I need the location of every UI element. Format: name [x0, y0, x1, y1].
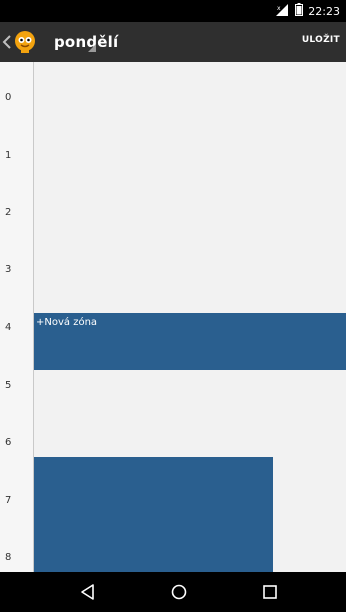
hour-gutter: 0 1 2 3 4 5 6 7 8 — [0, 62, 34, 572]
day-spinner[interactable]: pondělí — [54, 29, 118, 55]
spinner-dropdown-icon — [88, 44, 96, 52]
svg-text:x: x — [277, 5, 281, 12]
hour-label: 4 — [5, 322, 12, 333]
status-bar: x 22:23 — [0, 0, 346, 22]
save-button[interactable]: ULOŽIT — [301, 35, 340, 45]
home-icon[interactable] — [167, 580, 191, 604]
day-timeline[interactable]: 0 1 2 3 4 5 6 7 8 +Nová zóna — [0, 62, 346, 572]
recents-icon[interactable] — [258, 580, 282, 604]
app-logo-icon[interactable] — [12, 29, 38, 55]
hour-label: 8 — [5, 552, 12, 563]
new-zone-label: +Nová zóna — [36, 317, 98, 328]
no-signal-icon: x — [276, 3, 290, 19]
hour-label: 6 — [5, 437, 12, 448]
day-title: pondělí — [54, 33, 119, 51]
hour-label: 1 — [5, 150, 12, 161]
hour-label: 3 — [5, 264, 12, 275]
up-chevron-icon[interactable] — [2, 31, 12, 53]
back-icon[interactable] — [76, 580, 100, 604]
battery-icon — [295, 3, 304, 19]
new-zone-block[interactable]: +Nová zóna — [34, 313, 346, 370]
status-icons: x 22:23 — [276, 3, 340, 19]
hour-label: 2 — [5, 207, 12, 218]
hour-label: 7 — [5, 495, 12, 506]
status-time: 22:23 — [308, 4, 340, 18]
navigation-bar — [0, 572, 346, 612]
action-bar: pondělí ULOŽIT — [0, 22, 346, 62]
hour-label: 0 — [5, 92, 12, 103]
hour-label: 5 — [5, 380, 12, 391]
zone-block[interactable] — [34, 457, 273, 572]
